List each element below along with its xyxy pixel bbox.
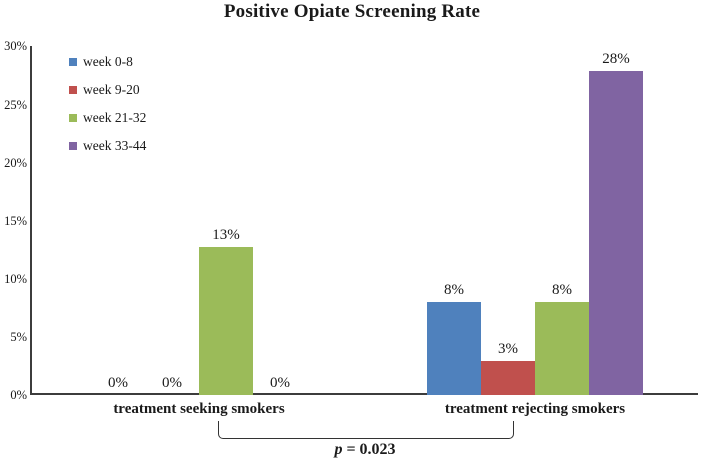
legend-swatch-icon [69, 142, 77, 150]
x-axis-line [30, 393, 698, 395]
y-tick-label: 0% [10, 388, 27, 402]
bar-value-label: 0% [108, 375, 128, 391]
p-variable: p [334, 441, 343, 458]
bar-week-21-32-cat1 [535, 302, 589, 395]
y-axis-line [30, 46, 32, 395]
y-tick-label: 30% [4, 39, 27, 54]
legend-label: week 33-44 [83, 138, 147, 153]
bar-value-label: 0% [162, 375, 182, 391]
bar-value-label: 0% [270, 375, 290, 391]
chart-title: Positive Opiate Screening Rate [223, 1, 481, 22]
significance-bracket [218, 421, 514, 439]
legend-item: week 9-20 [69, 83, 140, 97]
y-tick-label: 15% [4, 213, 27, 228]
legend-item: week 21-32 [69, 111, 146, 125]
bar-week-33-44-cat1 [589, 70, 643, 395]
y-tick-label: 10% [4, 271, 27, 286]
bar-value-label: 3% [498, 341, 518, 358]
category-label: treatment seeking smokers [113, 401, 285, 417]
bar-value-label: 28% [602, 50, 630, 67]
legend-label: week 9-20 [83, 82, 140, 97]
bar-week-21-32-cat0 [199, 247, 253, 395]
p-value-text: = 0.023 [342, 441, 396, 458]
bar-value-label: 8% [552, 282, 572, 298]
bar-value-label: 8% [444, 282, 464, 298]
y-tick-label: 25% [4, 97, 27, 112]
legend-swatch-icon [69, 58, 77, 66]
legend-item: week 33-44 [69, 139, 146, 153]
legend-swatch-icon [69, 86, 77, 94]
y-tick-label: 20% [4, 155, 27, 170]
legend-swatch-icon [69, 114, 77, 122]
legend-label: week 21-32 [83, 110, 147, 125]
category-label: treatment rejecting smokers [444, 401, 626, 417]
legend-label: week 0-8 [83, 54, 133, 69]
y-tick-label: 5% [10, 329, 27, 344]
bar-value-label: 13% [212, 227, 240, 244]
bar-week-9-20-cat1 [481, 361, 535, 395]
legend-item: week 0-8 [69, 55, 133, 69]
p-value-label: p = 0.023 [265, 440, 465, 459]
bar-week-0-8-cat1 [427, 302, 481, 395]
